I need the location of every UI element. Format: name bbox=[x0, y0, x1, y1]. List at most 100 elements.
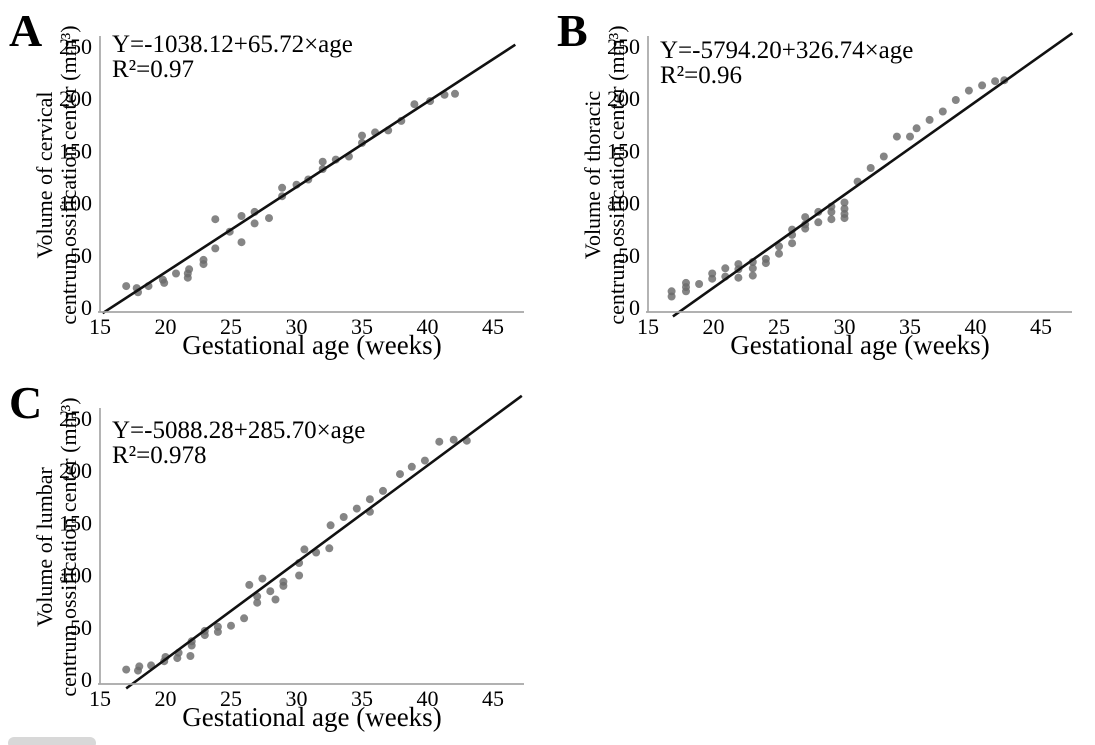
y-axis-title-line1: Volume of cervical bbox=[32, 91, 57, 259]
data-point bbox=[365, 495, 374, 504]
trend-line bbox=[101, 43, 517, 315]
data-point bbox=[721, 264, 730, 273]
data-point bbox=[695, 280, 704, 288]
data-point bbox=[991, 77, 1000, 86]
y-tick-label: 0 bbox=[629, 295, 640, 320]
y-tick-label: 250 bbox=[607, 34, 640, 59]
trend-line bbox=[125, 394, 523, 690]
data-point bbox=[866, 164, 875, 172]
data-point bbox=[410, 100, 419, 109]
data-point bbox=[253, 598, 262, 607]
x-axis-title: Gestational age (weeks) bbox=[730, 330, 990, 360]
data-point bbox=[788, 239, 797, 248]
data-point bbox=[667, 287, 676, 296]
y-axis-title-line1: Volume of lumbar bbox=[32, 467, 57, 627]
data-point bbox=[682, 278, 690, 287]
data-point bbox=[271, 595, 280, 604]
data-point bbox=[185, 265, 194, 274]
data-point bbox=[199, 255, 208, 264]
data-point bbox=[420, 456, 429, 465]
data-point bbox=[964, 86, 973, 95]
scatter-plot: 15 20 25 30 35 40 45 0 50 100 150 200 250 bbox=[59, 34, 524, 339]
data-point bbox=[186, 652, 195, 660]
data-point bbox=[761, 254, 770, 263]
regression-annotation: Y=-5088.28+285.70×age R²=0.978 bbox=[112, 418, 365, 468]
x-tick-label: 20 bbox=[155, 314, 177, 339]
data-point bbox=[326, 521, 335, 530]
x-axis-title: Gestational age (weeks) bbox=[182, 702, 442, 732]
x-tick-label: 35 bbox=[899, 314, 921, 339]
y-tick-label: 50 bbox=[618, 243, 640, 268]
panel-a: 15 20 25 30 35 40 45 0 50 100 150 200 250 A Y=-1038.… bbox=[0, 0, 548, 373]
y-tick-label: 150 bbox=[59, 138, 92, 163]
x-tick-label: 25 bbox=[220, 314, 242, 339]
y-tick-label: 100 bbox=[607, 191, 640, 216]
panel-label: C bbox=[9, 377, 43, 428]
data-point bbox=[279, 577, 288, 586]
data-point bbox=[379, 486, 387, 495]
data-point bbox=[240, 614, 249, 623]
data-point bbox=[978, 81, 987, 90]
x-axis-title: Gestational age (weeks) bbox=[182, 330, 442, 360]
y-tick-label: 200 bbox=[607, 86, 640, 111]
data-point bbox=[352, 504, 361, 513]
data-point bbox=[339, 513, 348, 521]
y-tick-label: 100 bbox=[59, 191, 92, 216]
data-point bbox=[300, 545, 309, 554]
data-point bbox=[827, 215, 836, 224]
data-point bbox=[708, 269, 717, 278]
x-tick-label: 35 bbox=[351, 314, 373, 339]
y-axis-title-line2: centrum ossification center (mm³) bbox=[56, 25, 81, 325]
data-point bbox=[748, 271, 757, 280]
x-tick-label: 20 bbox=[155, 686, 177, 711]
r-squared-text: R²=0.97 bbox=[112, 56, 195, 83]
data-point bbox=[237, 212, 246, 220]
panel-c: 15 20 25 30 35 40 45 0 50 100 150 200 250 C Y=-5088.… bbox=[0, 372, 548, 745]
data-point bbox=[879, 152, 888, 161]
equation-text: Y=-1038.12+65.72×age bbox=[112, 31, 353, 58]
data-point bbox=[265, 214, 273, 223]
data-point bbox=[258, 574, 267, 583]
y-axis-title: Volume of cervical centrum ossification … bbox=[32, 25, 81, 325]
data-point bbox=[925, 115, 934, 124]
data-point bbox=[122, 282, 131, 291]
data-point bbox=[451, 89, 459, 98]
data-point bbox=[734, 273, 743, 282]
y-tick-label: 250 bbox=[59, 406, 92, 431]
x-tick-label: 45 bbox=[1030, 314, 1052, 339]
y-axis-title-line2: centrum ossification center (mm³) bbox=[56, 397, 81, 697]
regression-annotation: Y=-5794.20+326.74×age R²=0.96 bbox=[660, 38, 913, 88]
data-point bbox=[172, 269, 180, 278]
scrollbar-artifact bbox=[8, 737, 96, 745]
y-tick-label: 150 bbox=[607, 138, 640, 163]
x-tick-label: 25 bbox=[768, 314, 790, 339]
x-tick-label: 45 bbox=[482, 314, 504, 339]
equation-text: Y=-5088.28+285.70×age bbox=[112, 417, 366, 444]
y-tick-label: 200 bbox=[59, 458, 92, 483]
data-point bbox=[801, 213, 810, 222]
x-tick-label: 25 bbox=[220, 686, 242, 711]
regression-annotation: Y=-1038.12+65.72×age R²=0.97 bbox=[112, 32, 353, 82]
data-point bbox=[318, 157, 327, 166]
data-point bbox=[892, 132, 901, 141]
y-tick-label: 200 bbox=[59, 86, 92, 111]
data-point bbox=[213, 622, 222, 631]
data-point bbox=[266, 587, 275, 596]
scatter-plot: 15 20 25 30 35 40 45 0 50 100 150 200 250 bbox=[607, 32, 1074, 339]
y-tick-label: 150 bbox=[59, 510, 92, 535]
panel-label: A bbox=[9, 5, 43, 56]
x-tick-label: 45 bbox=[482, 686, 504, 711]
x-tick-label: 40 bbox=[965, 314, 987, 339]
data-point bbox=[912, 124, 921, 133]
y-tick-label: 100 bbox=[59, 563, 92, 588]
trend-line bbox=[672, 32, 1074, 318]
panel-label: B bbox=[557, 5, 588, 56]
y-tick-label: 250 bbox=[59, 34, 92, 59]
panel-b: 15 20 25 30 35 40 45 0 50 100 150 200 250 B Y=-5794.… bbox=[548, 0, 1095, 373]
x-tick-label: 15 bbox=[89, 314, 111, 339]
x-tick-label: 40 bbox=[417, 314, 439, 339]
data-point bbox=[734, 260, 743, 269]
equation-text: Y=-5794.20+326.74×age bbox=[660, 37, 914, 64]
data-point bbox=[407, 462, 416, 471]
